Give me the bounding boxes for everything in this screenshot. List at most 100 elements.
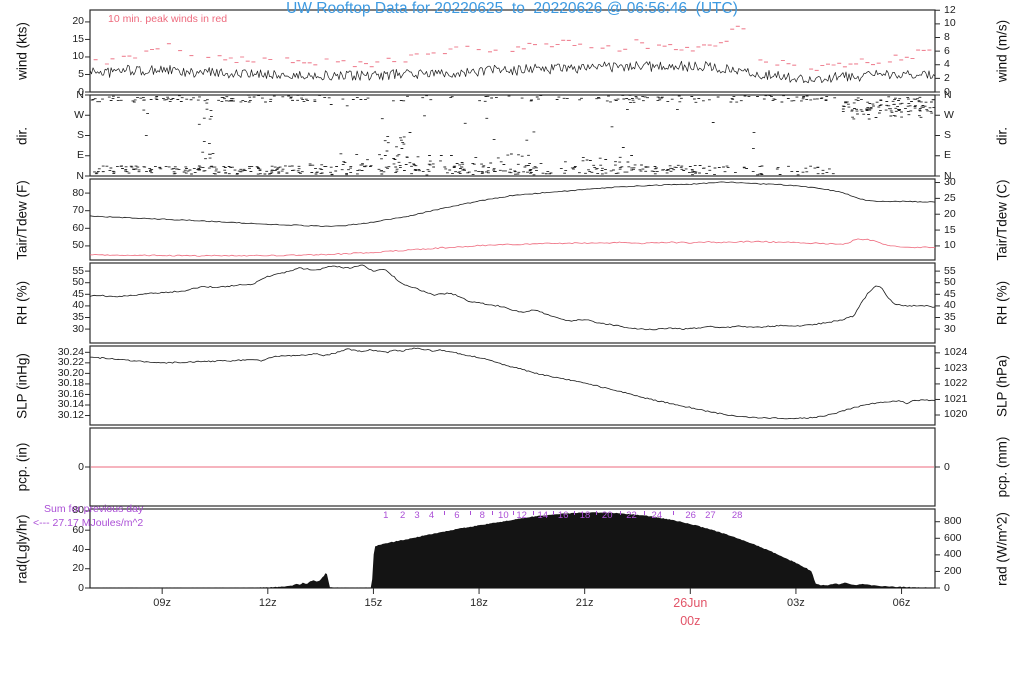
x-tick-label-date: 26Jun [673,596,708,610]
y-tick-label-left: 40 [72,299,84,312]
y-tick-label-right: 1021 [944,392,968,405]
meteogram-canvas [85,9,940,594]
y-tick-label-left: 30.14 [57,398,84,411]
y-tick-label-left: 45 [72,287,84,300]
y-tick-label-right: 8 [944,31,950,43]
page-title: UW Rooftop Data for 20220625 to 20220626… [286,0,738,17]
y-tick-label-left: E [76,149,84,162]
series-tair-f [89,181,936,227]
y-tick-label-left: 15 [72,32,84,45]
mj-cumulative-tick [574,511,576,515]
y-tick-label-left: 30.22 [57,356,84,369]
y-axis-title-left-slp: SLP (inHg) [14,352,30,419]
y-tick-label-right: E [944,149,952,162]
y-tick-label-left: 0 [78,581,84,594]
y-tick-label-left: 80 [72,504,84,517]
y-tick-label-left: 30.24 [57,345,84,358]
y-tick-label-left: N [76,169,84,182]
y-tick-label-left: 40 [72,542,84,555]
y-tick-label-right: 0 [944,460,950,473]
y-axis-title-left-rh: RH (%) [14,280,30,326]
y-axis-title-right-rad: rad (W/m^2) [994,511,1010,586]
mj-cumulative-mark: 2 [399,510,406,521]
y-tick-label-left: 70 [72,204,84,217]
mj-cumulative-mark: 18 [579,510,591,521]
y-axis-title-right-temp: Tair/Tdew (C) [994,178,1010,261]
y-tick-label-left: 5 [78,67,84,80]
y-tick-label-left: 30.18 [57,377,84,390]
y-tick-label-left: W [74,108,84,121]
y-tick-label-left: 60 [72,523,84,536]
y-axis-title-right-rh: RH (%) [994,280,1010,326]
y-tick-label-right: N [944,169,952,182]
wind-peak-note: 10 min. peak winds in red [108,13,228,25]
y-tick-label-right: 12 [944,3,956,16]
mj-cumulative-tick [492,511,494,515]
y-tick-label-left: S [76,129,84,141]
y-tick-label-right: 15 [944,223,956,236]
series-wind-direction-deg [90,94,936,176]
mj-cumulative-mark: 27 [705,510,716,521]
y-tick-label-left: 20 [72,15,84,28]
y-tick-label-left: 30.12 [57,409,84,422]
y-tick-label-left: 50 [72,239,84,252]
x-tick-label-hour: 00z [680,614,701,628]
rad-sum-note-line2: <--- 27.17 MJoules/m^2 [33,517,144,529]
x-tick-label: 12z [258,597,277,609]
y-tick-label-right: 20 [944,207,956,220]
y-tick-label-right: 0 [944,85,950,98]
y-tick-label-right: 400 [944,548,962,561]
rad-sum-note-line1: Sum for previous day [44,503,144,515]
mj-cumulative-mark: 6 [454,510,460,521]
x-tick-label: 18z [470,597,488,609]
y-tick-label-right: 800 [944,515,962,528]
series-peak-wind-kts [93,25,932,71]
y-tick-label-left: 30.16 [57,387,84,400]
y-tick-label-right: 30 [944,176,956,189]
y-tick-label-right: 600 [944,531,962,544]
y-tick-label-right: 4 [944,58,950,71]
mj-cumulative-tick [596,511,598,515]
y-tick-label-left: 0 [78,460,84,473]
y-tick-label-right: 30 [944,322,956,335]
mj-cumulative-mark: 22 [626,510,637,521]
mj-cumulative-tick [673,511,675,515]
mj-cumulative-mark: 1 [383,510,389,521]
mj-cumulative-mark: 28 [731,510,743,521]
y-tick-label-right: 200 [944,564,962,577]
y-tick-label-right: 1022 [944,377,968,390]
y-tick-label-left: 10 [72,50,84,63]
y-axis-title-left-wind: wind (kts) [14,22,30,80]
y-axis-title-left-pcp: pcp. (in) [14,442,30,492]
series-slp-inhg [89,347,936,420]
mj-cumulative-mark: 14 [537,510,549,521]
x-tick-label: 03z [787,597,805,609]
y-axis-title-right-slp: SLP (hPa) [994,354,1010,417]
y-tick-label-right: 2 [944,71,950,84]
mj-cumulative-mark: 24 [651,510,663,521]
mj-cumulative-mark: 26 [685,510,696,521]
y-tick-label-right: 10 [944,239,956,252]
y-tick-label-right: W [944,108,954,121]
y-axis-title-left-dir: dir. [14,126,30,145]
y-tick-label-right: 25 [944,191,956,204]
y-tick-label-right: 50 [944,276,956,289]
y-tick-label-right: N [944,88,952,101]
mj-cumulative-mark: 4 [428,510,435,521]
y-tick-label-right: 1023 [944,361,968,374]
y-tick-label-right: 6 [944,44,950,57]
y-tick-label-left: 35 [72,310,84,323]
y-tick-label-right: 45 [944,287,956,300]
y-axis-title-right-dir: dir. [994,126,1010,145]
series-rh-pct [89,264,936,331]
mj-cumulative-mark: 10 [498,510,509,521]
mj-cumulative-tick [552,511,554,515]
series-solar-radiation [90,512,935,588]
mj-cumulative-mark: 8 [479,510,485,521]
mj-cumulative-tick [444,511,446,515]
y-axis-title-right-pcp: pcp. (mm) [994,436,1010,498]
mj-cumulative-mark: 3 [414,510,420,521]
mj-cumulative-tick [513,511,515,515]
mj-cumulative-tick [532,511,534,515]
